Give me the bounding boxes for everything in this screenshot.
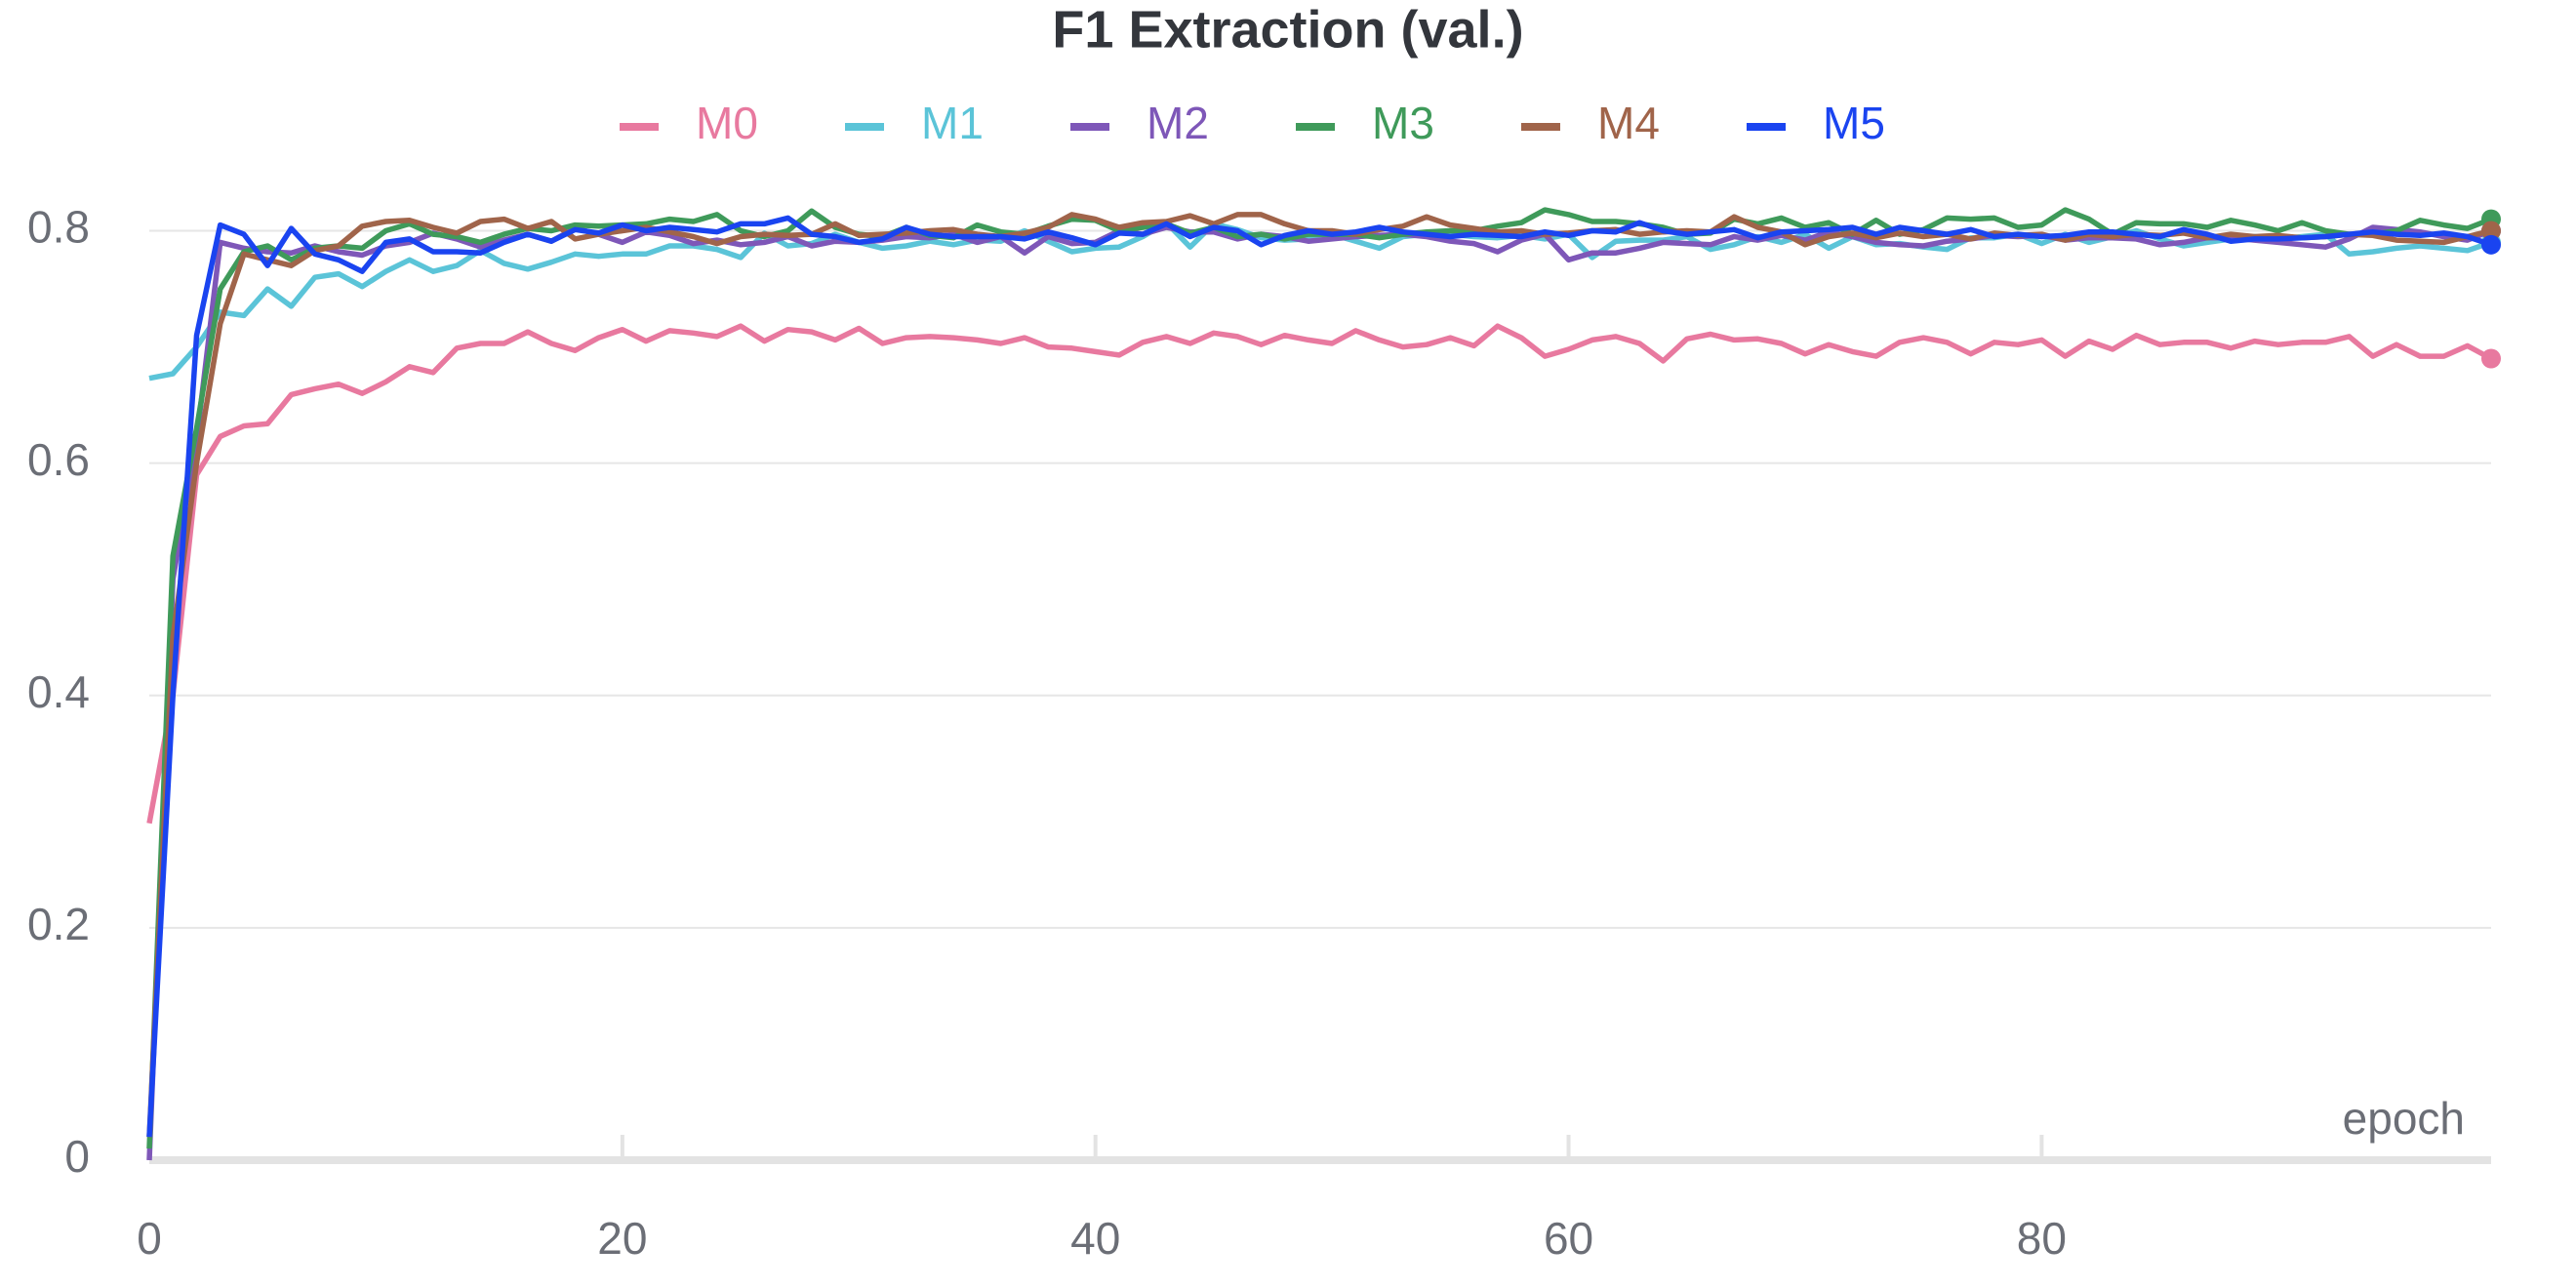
x-tick-label: 80 bbox=[2017, 1213, 2067, 1264]
x-axis-label: epoch bbox=[2343, 1093, 2465, 1144]
y-tick-label: 0.2 bbox=[27, 899, 90, 949]
legend-label: M4 bbox=[1597, 98, 1660, 148]
x-tick-label: 0 bbox=[137, 1213, 162, 1264]
legend-item[interactable]: M2 bbox=[1070, 98, 1209, 148]
legend-item[interactable]: M3 bbox=[1296, 98, 1434, 148]
end-point bbox=[2481, 234, 2501, 255]
x-tick-label: 60 bbox=[1544, 1213, 1593, 1264]
plot-lines bbox=[146, 207, 2501, 1161]
legend-label: M5 bbox=[1823, 98, 1885, 148]
legend-label: M2 bbox=[1147, 98, 1209, 148]
chart-title: F1 Extraction (val.) bbox=[1052, 0, 1523, 59]
series-line bbox=[146, 323, 2493, 825]
series-line bbox=[146, 215, 2492, 1138]
y-tick-label: 0 bbox=[64, 1131, 90, 1182]
end-point bbox=[2481, 348, 2501, 369]
legend: M0 M1 M2 M3 M4 M5 bbox=[620, 98, 1885, 148]
legend-item[interactable]: M0 bbox=[620, 98, 758, 148]
y-tick-label: 0.8 bbox=[27, 202, 90, 253]
legend-item[interactable]: M4 bbox=[1521, 98, 1660, 148]
legend-item[interactable]: M5 bbox=[1747, 98, 1885, 148]
x-tick-label: 40 bbox=[1070, 1213, 1120, 1264]
y-tick-label: 0.6 bbox=[27, 434, 90, 485]
legend-item[interactable]: M1 bbox=[845, 98, 984, 148]
legend-label: M1 bbox=[921, 98, 984, 148]
series-line bbox=[146, 224, 2493, 1161]
end-point bbox=[2481, 221, 2501, 241]
y-tick-label: 0.4 bbox=[27, 666, 90, 717]
x-tick-label: 20 bbox=[597, 1213, 647, 1264]
series-line bbox=[146, 212, 2492, 1138]
axes: 0 0.2 0.4 0.6 0.8 0 20 40 60 80 epoch bbox=[27, 202, 2491, 1264]
series-line bbox=[146, 207, 2493, 1149]
legend-label: M3 bbox=[1372, 98, 1434, 148]
legend-label: M0 bbox=[696, 98, 758, 148]
